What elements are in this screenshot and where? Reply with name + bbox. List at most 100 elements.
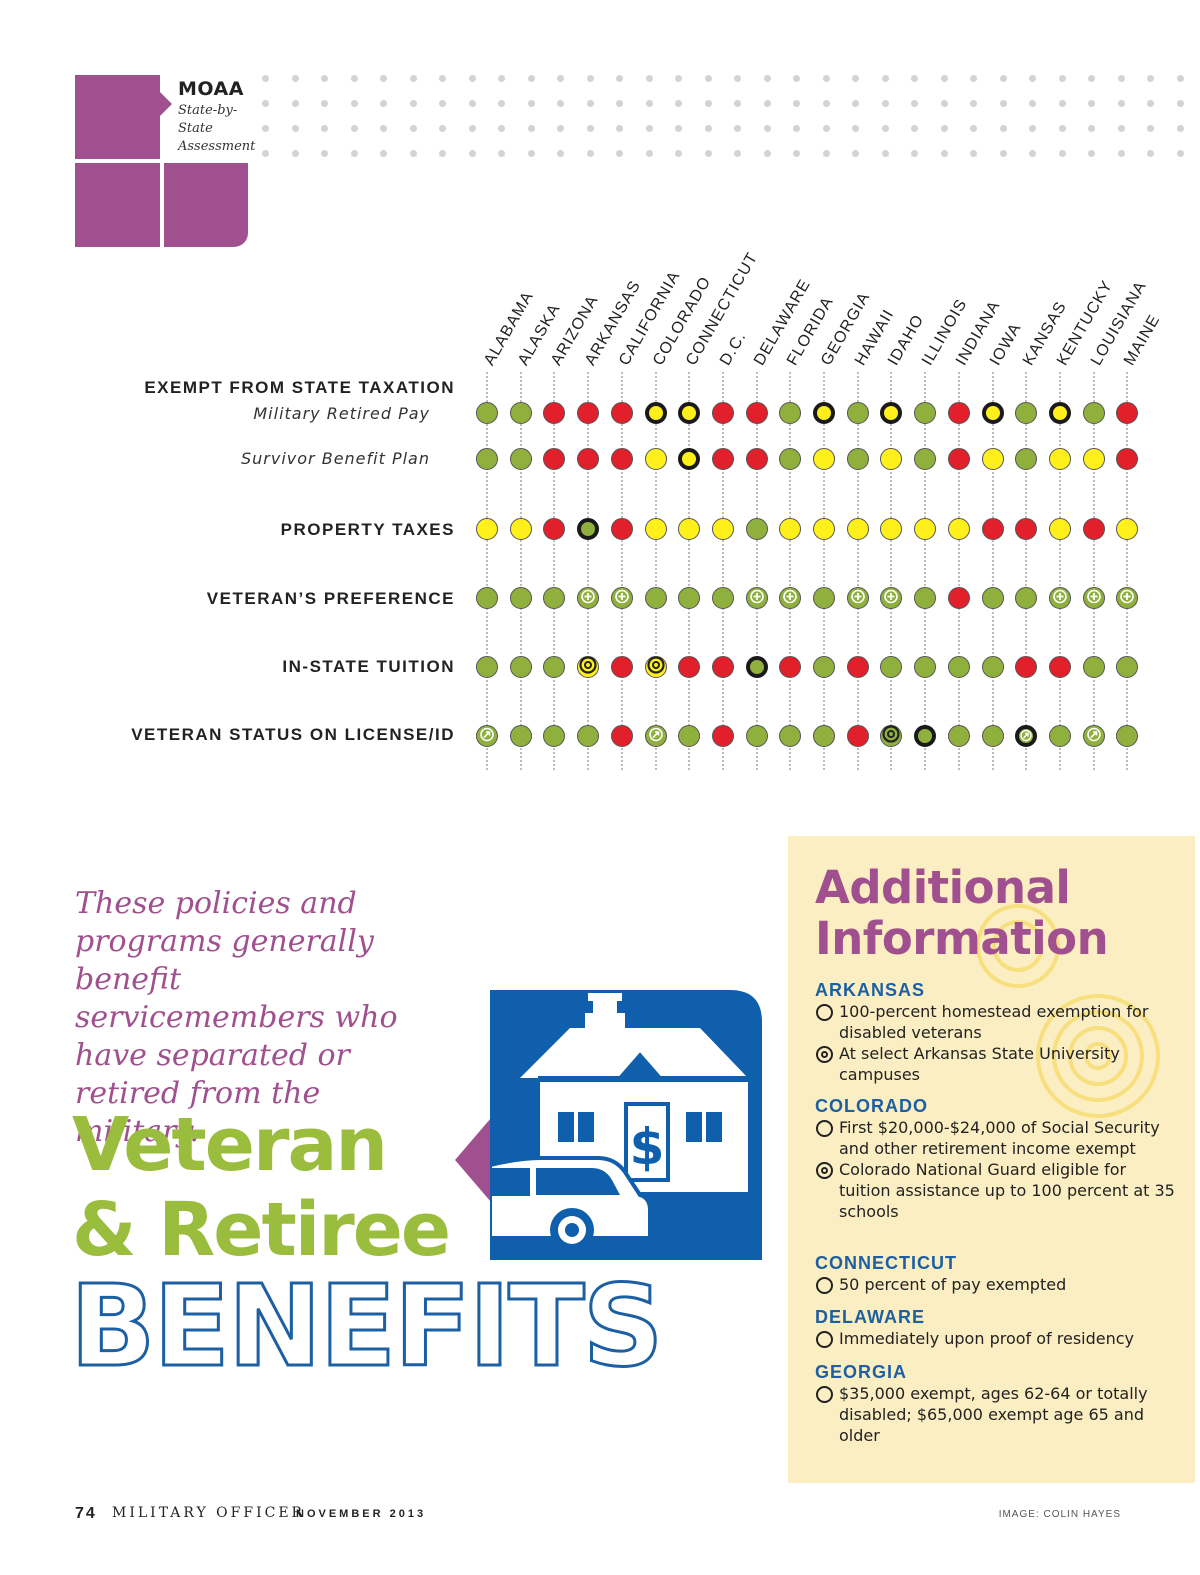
decor-dot xyxy=(1058,75,1066,82)
status-dot xyxy=(1048,656,1071,678)
decor-dot xyxy=(291,100,299,107)
decor-dot xyxy=(1176,75,1184,82)
decor-dot xyxy=(881,125,889,132)
status-dot xyxy=(880,656,903,678)
status-dot xyxy=(880,402,903,424)
status-dot xyxy=(644,402,667,424)
decor-dot xyxy=(409,150,417,157)
magazine-name: MILITARY OFFICER xyxy=(112,1505,306,1521)
sidebar-state-heading: DELAWARE xyxy=(815,1307,926,1327)
dot-symbol xyxy=(581,589,595,608)
sidebar-item-text: At select Arkansas State University camp… xyxy=(839,1044,1120,1084)
decor-dot xyxy=(1117,75,1125,82)
status-dot xyxy=(813,518,835,540)
decor-dot xyxy=(380,150,387,157)
decor-dot xyxy=(704,125,712,132)
decor-dot xyxy=(1088,100,1095,107)
decor-dot xyxy=(291,150,299,157)
decor-dot xyxy=(468,100,476,107)
status-dot xyxy=(813,402,835,424)
sidebar-item-text: Immediately upon proof of residency xyxy=(839,1329,1135,1348)
status-dot xyxy=(509,518,532,540)
status-dot xyxy=(509,587,532,609)
decor-dot xyxy=(763,75,771,82)
decor-dot xyxy=(911,75,918,82)
status-dot xyxy=(846,725,869,747)
plus-icon xyxy=(1082,587,1105,609)
sidebar-section-colorado: COLORADO First $20,000-$24,000 of Social… xyxy=(815,1095,1175,1222)
decor-dot xyxy=(468,150,476,157)
decor-dot xyxy=(793,100,800,107)
headline-benefits: BENEFITS xyxy=(68,1261,664,1394)
decor-dot xyxy=(527,150,535,157)
plus-icon xyxy=(846,587,869,609)
sidebar-item-text: $35,000 exempt, ages 62-64 or totally di… xyxy=(839,1384,1148,1445)
status-dot xyxy=(779,656,802,678)
column-guide-line xyxy=(654,372,657,770)
headline-veteran: Veteran xyxy=(72,1102,388,1188)
decor-dot xyxy=(999,75,1007,82)
status-dot xyxy=(644,587,667,609)
decor-dot xyxy=(1147,100,1154,107)
decor-dot xyxy=(645,75,653,82)
dot-symbol xyxy=(646,656,665,678)
decor-dot xyxy=(409,75,417,82)
decor-dot xyxy=(350,150,358,157)
status-dot xyxy=(543,448,566,470)
status-dot xyxy=(577,518,600,540)
status-dot xyxy=(745,725,768,747)
circle-bullet-icon xyxy=(816,1331,833,1348)
issue-date: NOVEMBER 2013 xyxy=(296,1508,427,1520)
status-dot xyxy=(914,448,937,470)
status-dot xyxy=(1116,656,1139,678)
column-guide-line xyxy=(553,372,556,770)
decor-dot xyxy=(793,125,800,132)
sidebar-state-heading: CONNECTICUT xyxy=(815,1253,957,1273)
plus-icon xyxy=(577,587,600,609)
row-label-retired-pay: Military Retired Pay xyxy=(253,404,430,423)
status-dot xyxy=(779,725,802,747)
decor-dot xyxy=(616,100,623,107)
decor-dot xyxy=(262,100,269,107)
arrow-icon xyxy=(476,725,498,747)
row-group-in-state-tuition: IN-STATE TUITION xyxy=(282,657,455,676)
status-dot xyxy=(1116,725,1139,747)
dot-symbol xyxy=(884,589,899,608)
status-dot xyxy=(678,725,701,747)
target-icon xyxy=(644,656,667,678)
moaa-logo-block xyxy=(75,75,250,248)
sidebar-section-connecticut: CONNECTICUT 50 percent of pay exempted xyxy=(815,1252,1175,1295)
logo-square-bottom-right xyxy=(164,163,248,247)
decor-dot xyxy=(1117,100,1125,107)
house-car-icon: $ xyxy=(488,990,762,1260)
status-dot xyxy=(1116,518,1139,540)
dot-symbol xyxy=(480,727,494,746)
sidebar-title: Additional Information xyxy=(815,862,1109,964)
target-icon xyxy=(577,656,600,678)
decor-dot xyxy=(557,125,564,132)
status-dot xyxy=(947,448,970,470)
column-guide-line xyxy=(519,372,522,770)
status-dot xyxy=(678,587,701,609)
status-dot xyxy=(846,656,869,678)
decor-dot xyxy=(557,75,564,82)
column-guide-line xyxy=(587,372,590,770)
decor-dot xyxy=(675,100,682,107)
dot-symbol xyxy=(1086,589,1101,608)
status-dot xyxy=(745,656,768,678)
status-dot xyxy=(644,518,667,540)
decor-dot xyxy=(852,150,859,157)
column-guide-line xyxy=(890,372,893,770)
status-dot xyxy=(1082,448,1105,470)
decor-dot xyxy=(940,125,948,132)
column-guide-line xyxy=(957,372,960,770)
circle-bullet-icon xyxy=(816,1277,833,1294)
plus-icon xyxy=(610,587,633,609)
decor-dot xyxy=(645,125,653,132)
dot-symbol xyxy=(579,656,597,678)
column-guide-line xyxy=(924,372,927,770)
status-dot xyxy=(577,448,600,470)
decor-dot xyxy=(822,100,830,107)
status-dot xyxy=(947,725,970,747)
decor-dot xyxy=(1147,125,1154,132)
